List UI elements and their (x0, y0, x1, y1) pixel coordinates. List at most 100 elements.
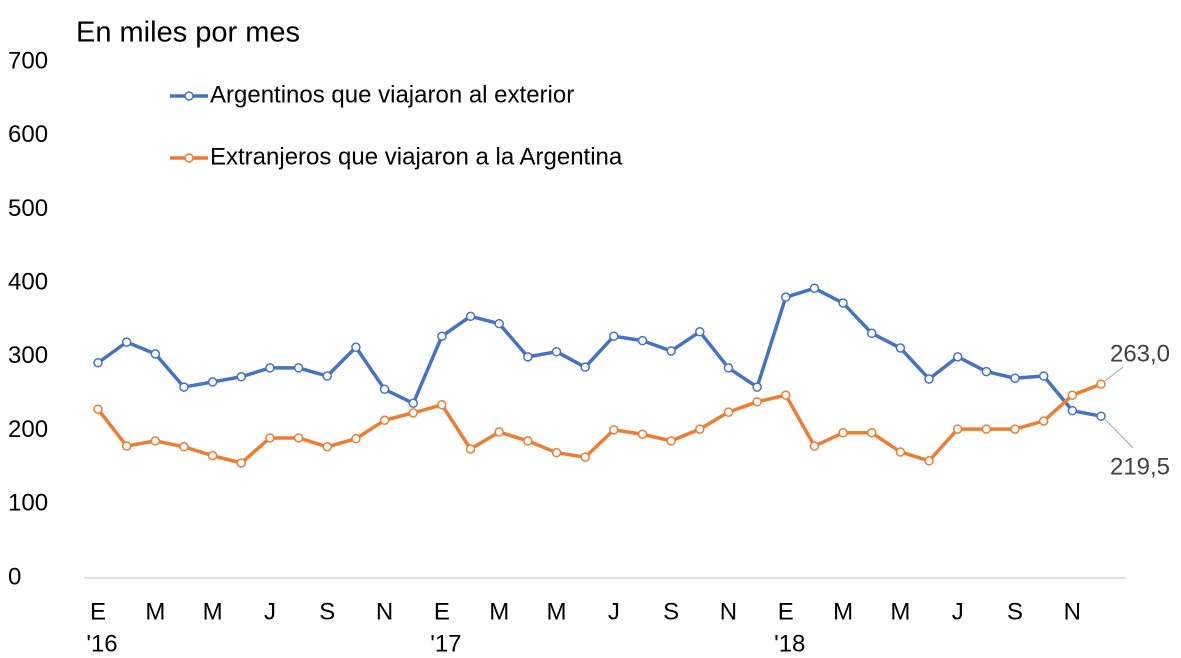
y-tick-label: 200 (8, 416, 48, 443)
point (293, 433, 304, 443)
point (695, 327, 705, 337)
point (465, 444, 476, 454)
data-label: 219,5 (1110, 453, 1170, 480)
point (465, 311, 476, 322)
series-line (96, 286, 1102, 418)
point (150, 436, 161, 446)
point (408, 398, 418, 409)
x-tick-label: S (319, 598, 335, 625)
point (1067, 405, 1078, 416)
point (1010, 373, 1020, 383)
point (838, 428, 848, 438)
point (1038, 371, 1049, 381)
x-tick-label: M (489, 598, 509, 625)
point (379, 415, 390, 426)
point (523, 352, 533, 362)
point (93, 404, 103, 414)
x-tick-label: N (376, 598, 393, 625)
point (637, 335, 648, 346)
x-tick-label: M (547, 598, 567, 625)
leader-line (1104, 418, 1134, 449)
y-tick-label: 100 (8, 490, 48, 517)
y-tick-label: 500 (8, 195, 48, 222)
point (1096, 379, 1106, 389)
point (236, 458, 247, 468)
legend-marker (184, 153, 194, 163)
point (752, 382, 762, 392)
point (609, 425, 619, 435)
x-tick-label: M (203, 598, 223, 625)
y-tick-label: 0 (8, 563, 21, 590)
point (895, 343, 906, 353)
point (752, 397, 762, 407)
point (351, 342, 361, 353)
point (207, 450, 218, 461)
x-year-label: '16 (86, 630, 117, 657)
series-line (96, 382, 1102, 465)
x-tick-label: E (434, 598, 450, 625)
point (866, 428, 877, 438)
legend-marker (184, 91, 194, 101)
point (179, 382, 189, 392)
point (981, 424, 992, 434)
point (437, 331, 447, 341)
x-tick-label: E (778, 598, 794, 625)
y-tick-label: 700 (8, 47, 48, 74)
legend-label: Extranjeros que viajaron a la Argentina (210, 143, 623, 170)
point (666, 436, 676, 446)
x-tick-label: M (890, 598, 910, 625)
point (179, 442, 189, 452)
point (1067, 390, 1078, 400)
x-tick-label: J (608, 598, 620, 625)
point (293, 363, 304, 373)
x-tick-label: N (1064, 598, 1081, 625)
y-tick-label: 400 (8, 268, 48, 295)
point (866, 328, 877, 339)
x-tick-label: M (833, 598, 853, 625)
x-tick-label: E (90, 598, 106, 625)
point (838, 298, 848, 308)
point (437, 400, 447, 410)
point (351, 433, 361, 444)
point (723, 407, 734, 417)
x-tick-label: J (264, 598, 276, 625)
x-tick-label: M (145, 598, 165, 625)
x-tick-label: N (720, 598, 737, 625)
point (781, 390, 791, 400)
point (952, 352, 963, 362)
point (408, 408, 418, 418)
point (551, 346, 562, 357)
point (580, 362, 590, 372)
point (494, 318, 504, 329)
point (1096, 411, 1106, 421)
point (809, 441, 820, 451)
point (1010, 424, 1020, 434)
point (666, 346, 676, 356)
point (781, 292, 791, 302)
point (93, 358, 103, 368)
point (150, 349, 161, 359)
point (895, 447, 906, 457)
y-tick-label: 600 (8, 121, 48, 148)
legend-label: Argentinos que viajaron al exterior (210, 81, 574, 108)
point (1038, 416, 1049, 426)
point (723, 363, 734, 373)
point (494, 427, 504, 437)
point (637, 429, 648, 440)
point (236, 372, 247, 382)
point (952, 424, 963, 434)
point (924, 374, 934, 384)
data-label: 263,0 (1110, 340, 1170, 367)
point (523, 436, 533, 446)
chart-subtitle: En miles por mes (76, 17, 300, 49)
point (121, 337, 132, 347)
point (322, 442, 333, 452)
point (695, 424, 705, 434)
point (609, 331, 619, 341)
point (322, 371, 333, 381)
point (580, 452, 590, 462)
y-tick-label: 300 (8, 342, 48, 369)
x-year-label: '18 (774, 630, 805, 657)
point (924, 456, 934, 466)
